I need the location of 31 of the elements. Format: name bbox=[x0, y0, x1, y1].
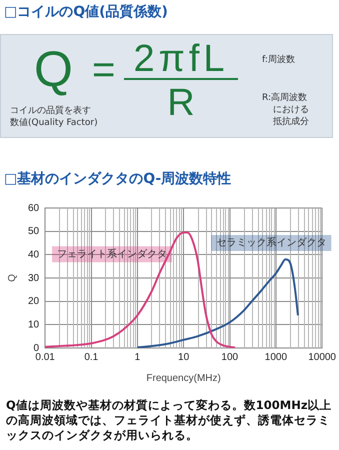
y-tick-label: 50 bbox=[28, 226, 40, 238]
series-label: フェライト系インダクタ bbox=[57, 248, 168, 260]
x-tick-label: 0.1 bbox=[84, 352, 99, 363]
y-tick-label: 30 bbox=[28, 272, 40, 284]
text: Q値は周波数や基材の材質によって変わる。数100MHz以上の高周波領域では、フェライト基材が使えず、誘電体セラミックスのインダクタが用いられる。 bbox=[6, 398, 333, 443]
x-tick-label: 10 bbox=[178, 352, 190, 363]
x-tick-label: 10000 bbox=[308, 352, 336, 363]
y-tick-label: 20 bbox=[28, 296, 40, 308]
x-tick-label: 0.01 bbox=[35, 352, 56, 363]
text: 2πfL bbox=[132, 38, 230, 81]
text: R:高周波数 bbox=[262, 92, 308, 104]
x-tick-label: 100 bbox=[221, 352, 239, 363]
x-tick-label: 1000 bbox=[264, 352, 288, 363]
y-tick-label: 0 bbox=[34, 342, 40, 354]
chart-title: □基材のインダクタのQ-周波数特性 bbox=[4, 170, 232, 188]
x-tick-label: 1 bbox=[134, 352, 141, 363]
text: における bbox=[273, 104, 309, 116]
text: コイルの品質を表す bbox=[10, 105, 91, 117]
text: 抵抗成分 bbox=[273, 116, 309, 128]
text: = bbox=[92, 48, 116, 93]
x-axis-title: Frequency(MHz) bbox=[146, 372, 221, 384]
y-axis-title: Q bbox=[6, 274, 18, 282]
text: セラミック系インダクタ bbox=[216, 236, 326, 249]
text: Q bbox=[34, 40, 73, 98]
text: f:周波数 bbox=[262, 54, 295, 66]
y-tick-label: 60 bbox=[28, 202, 40, 214]
text: □コイルのQ値(品質係数) bbox=[4, 3, 168, 21]
text: 数値(Quality Factor) bbox=[10, 117, 98, 129]
y-tick-label: 10 bbox=[28, 319, 40, 330]
y-tick-label: 40 bbox=[28, 249, 40, 260]
text: R bbox=[166, 82, 196, 125]
